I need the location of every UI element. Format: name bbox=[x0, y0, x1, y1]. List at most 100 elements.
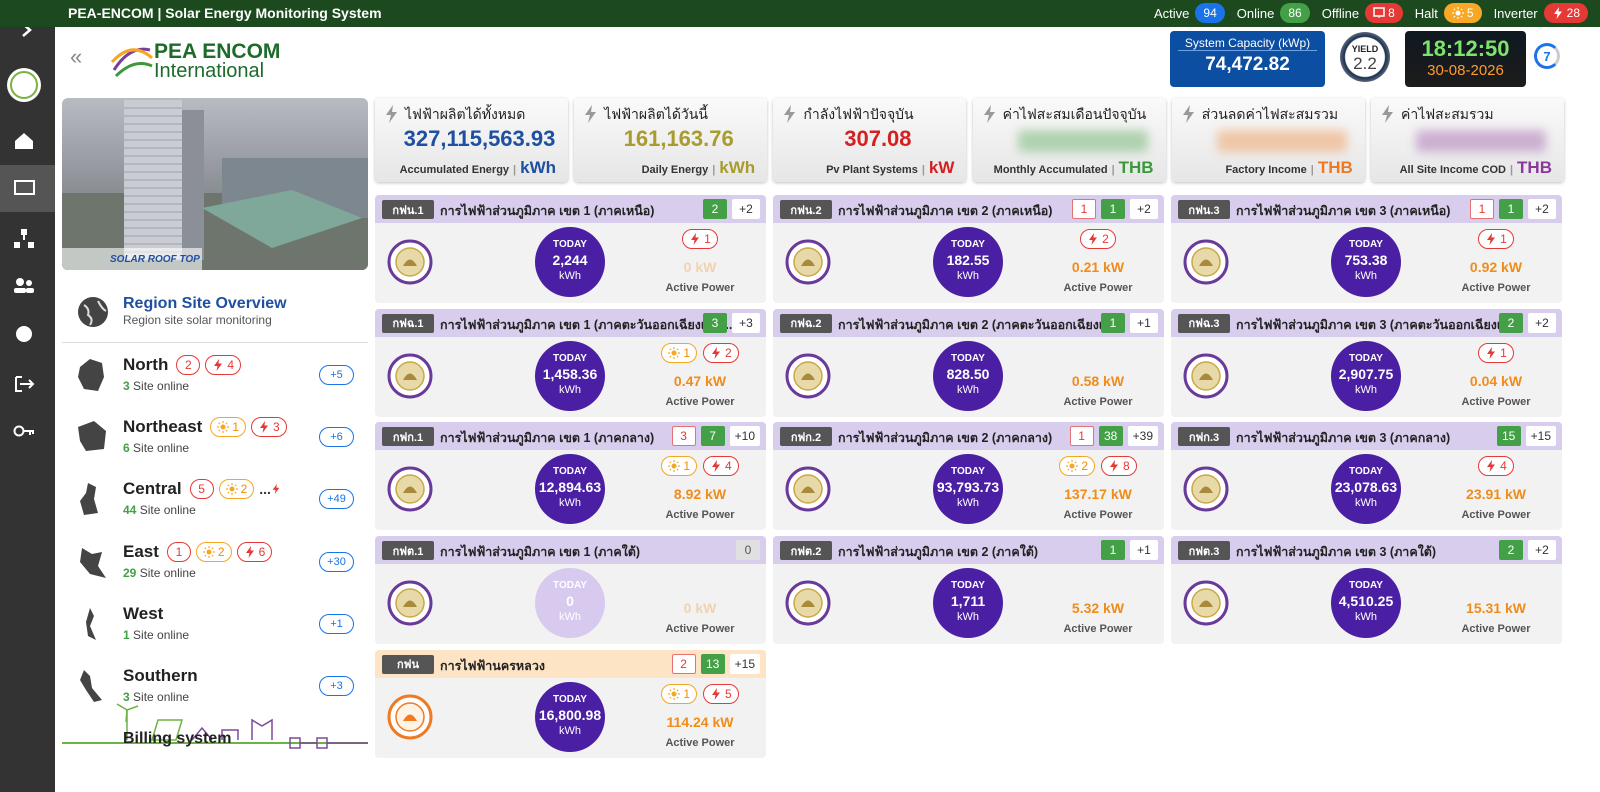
region-row: Northeast 1 3 bbox=[123, 417, 287, 438]
home-icon[interactable] bbox=[15, 133, 33, 149]
app-title: PEA-ENCOM | Solar Energy Monitoring Syst… bbox=[68, 5, 382, 21]
card-header: กฟต.2 การไฟฟ้าส่วนภูมิภาค เขต 2 (ภาคใต้) 1… bbox=[773, 536, 1164, 565]
today-label: TODAY bbox=[1349, 352, 1383, 364]
alert-badges: 1 bbox=[1406, 342, 1586, 363]
caption-sep: | bbox=[712, 164, 716, 176]
card-name: การไฟฟ้าส่วนภูมิภาค เขต 1 (ภาคเหนือ) bbox=[440, 204, 655, 218]
offline-icon bbox=[1373, 7, 1385, 18]
region-card: กฟน.2 การไฟฟ้าส่วนภูมิภาค เขต 2 (ภาคเหนือ… bbox=[773, 195, 1164, 303]
face-icon[interactable] bbox=[16, 326, 32, 342]
more-button[interactable]: +49 bbox=[319, 489, 354, 510]
status-label: Inverter bbox=[1493, 5, 1538, 21]
region-row: West bbox=[123, 604, 166, 624]
status-count: 5 bbox=[1466, 6, 1474, 20]
card-header: กฟฉ.2 การไฟฟ้าส่วนภูมิภาค เขต 2 (ภาคตะวัน… bbox=[773, 308, 1164, 337]
logo-line2: International bbox=[154, 60, 265, 82]
power-label: Active Power bbox=[665, 509, 735, 522]
online-box: 13 bbox=[700, 653, 725, 674]
more-button[interactable]: +1 bbox=[319, 613, 354, 634]
today-label: TODAY bbox=[553, 580, 587, 592]
card-header: กฟก.3 การไฟฟ้าส่วนภูมิภาค เขต 3 (ภาคกลาง)… bbox=[1171, 422, 1562, 451]
online-box: 1 bbox=[1101, 199, 1125, 219]
power-label: Active Power bbox=[1461, 282, 1531, 294]
card-code: กฟก.2 bbox=[780, 427, 832, 447]
inverter-count: 6 bbox=[258, 544, 266, 559]
today-circle: TODAY 182.55 kWh bbox=[933, 227, 1003, 297]
card-name: การไฟฟ้าส่วนภูมิภาค เขต 3 (ภาคตะวันออกเฉ… bbox=[1236, 317, 1512, 332]
kpi-card: กำลังไฟฟ้าปัจจุบัน 307.08 Pv Plant Systems… bbox=[773, 98, 967, 182]
power-label: Active Power bbox=[1461, 395, 1531, 408]
billing-label[interactable]: Billing system bbox=[123, 730, 232, 747]
overview-title: Region Site Overview bbox=[123, 295, 287, 312]
collapse-icon[interactable]: « bbox=[70, 44, 83, 69]
card-name: การไฟฟ้าส่วนภูมิภาค เขต 2 (ภาคกลาง) bbox=[838, 431, 1053, 446]
kpi-title: ไฟฟ้าผลิตได้ทั้งหมด bbox=[405, 106, 526, 122]
key-icon[interactable] bbox=[13, 425, 35, 437]
today-circle: TODAY 16,800.98 kWh bbox=[535, 681, 605, 752]
inverter-badge: 1 bbox=[1478, 342, 1514, 363]
caption-text: Monthly Accumulated bbox=[993, 164, 1108, 176]
today-circle: TODAY 23,078.63 kWh bbox=[1331, 454, 1401, 525]
card-code: กฟต.1 bbox=[382, 541, 434, 561]
org-logo bbox=[785, 239, 831, 285]
card-name: การไฟฟ้าส่วนภูมิภาค เขต 3 (ภาคใต้) bbox=[1236, 545, 1437, 560]
org-logo bbox=[387, 239, 433, 285]
more-button[interactable]: +5 bbox=[319, 365, 354, 385]
card-badges: 2 +2 bbox=[1499, 540, 1556, 561]
kpi-blurred bbox=[1416, 130, 1546, 152]
halt-count: 2 bbox=[217, 544, 225, 559]
sidebar-icons bbox=[0, 23, 55, 437]
online-label: Site online bbox=[133, 690, 190, 704]
kpi-card: ค่าไฟสะสมรวม All Site Income COD | THB bbox=[1371, 98, 1564, 182]
card-badges: 1 1 +2 bbox=[1072, 199, 1158, 219]
monitor-icon[interactable] bbox=[14, 180, 35, 195]
kpi-card: ค่าไฟสะสมเดือนปัจจุบัน Monthly Accumulate… bbox=[972, 98, 1166, 182]
today-unit: kWh bbox=[1355, 611, 1377, 624]
halt-count: 1 bbox=[232, 420, 240, 435]
avatar-ring bbox=[10, 71, 38, 99]
clock: 18:12:50 30-08-2026 bbox=[1405, 31, 1526, 87]
today-circle: TODAY 828.50 kWh bbox=[933, 340, 1003, 411]
tree-icon[interactable] bbox=[14, 229, 34, 248]
power-label: Active Power bbox=[665, 736, 735, 749]
card-code: กฟก.1 bbox=[382, 427, 434, 447]
status-pill: 28 bbox=[1543, 3, 1588, 23]
active-power: 23.91 kW bbox=[1466, 486, 1526, 503]
kpi-value: 327,115,563.93 bbox=[403, 126, 556, 151]
more-button[interactable]: +6 bbox=[319, 427, 354, 448]
region-row: East 1 2 6 bbox=[123, 541, 273, 562]
sun-icon bbox=[217, 421, 230, 434]
more-box: +15 bbox=[729, 653, 760, 674]
kpi-title: ไฟฟ้าผลิตได้วันนี้ bbox=[604, 106, 708, 122]
sun-icon bbox=[1451, 7, 1464, 19]
online-box: 2 bbox=[1499, 312, 1523, 333]
kpi-caption: Monthly Accumulated | THB bbox=[994, 158, 1154, 178]
today-unit: kWh bbox=[1355, 497, 1377, 510]
more-box: +2 bbox=[1528, 312, 1556, 333]
kpi-icon bbox=[585, 105, 597, 123]
bolt-icon bbox=[214, 359, 223, 371]
online-count: 3 bbox=[123, 690, 130, 704]
more-box: +3 bbox=[732, 312, 760, 333]
halt-count: 1 bbox=[683, 686, 690, 701]
refresh-counter[interactable]: 7 bbox=[1534, 43, 1560, 69]
card-badges: 0 bbox=[736, 540, 760, 561]
kpi-unit: kWh bbox=[719, 158, 756, 177]
users-icon[interactable] bbox=[14, 278, 34, 293]
more-button[interactable]: +3 bbox=[319, 676, 354, 696]
kpi-icon bbox=[784, 105, 796, 123]
status-label: Active bbox=[1154, 5, 1190, 21]
power-label: Active Power bbox=[665, 623, 735, 636]
caption-text: Factory Income bbox=[1225, 164, 1307, 176]
inverter-badge: 6 bbox=[236, 541, 273, 562]
logout-icon[interactable] bbox=[15, 376, 35, 392]
today-value: 2,244 bbox=[552, 252, 588, 268]
more-button[interactable]: +30 bbox=[319, 551, 354, 572]
avatar[interactable] bbox=[7, 68, 41, 102]
bolt-icon bbox=[272, 484, 280, 495]
inverter-badge: 8 bbox=[1101, 456, 1137, 477]
org-logo bbox=[1183, 239, 1229, 285]
hero-image: SOLAR ROOF TOP bbox=[62, 98, 368, 270]
